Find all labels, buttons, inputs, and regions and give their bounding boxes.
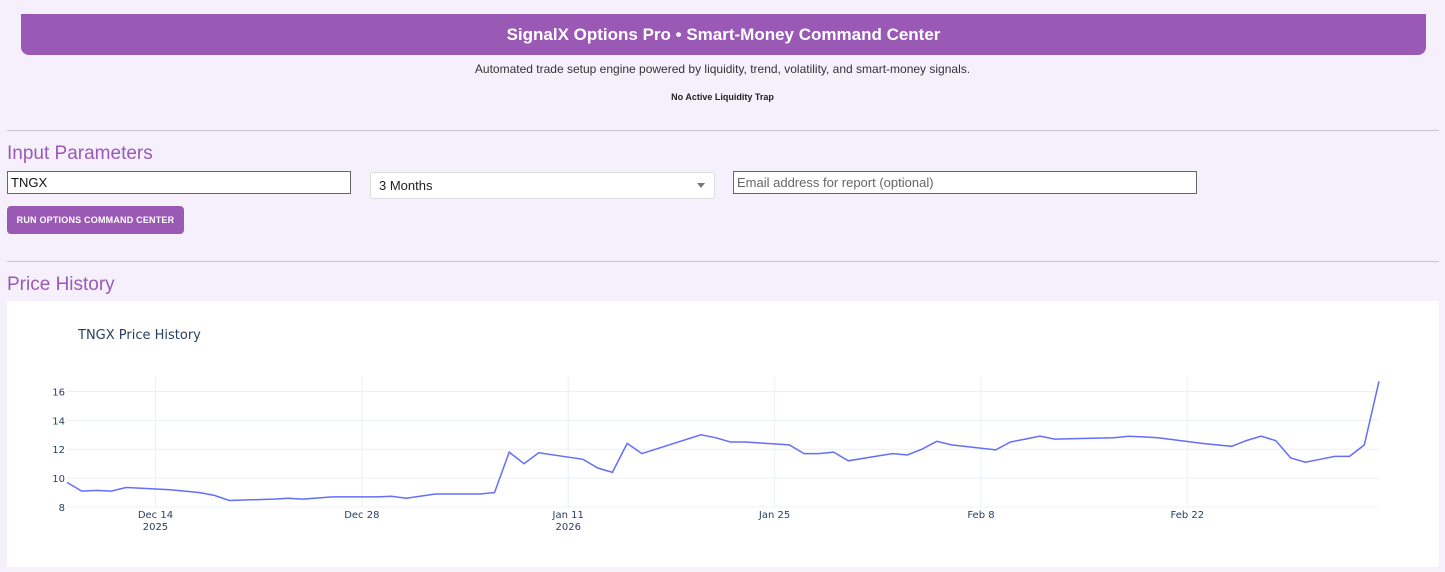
app-subtitle: Automated trade setup engine powered by … xyxy=(474,62,971,76)
email-field[interactable] xyxy=(733,171,1197,194)
price-series-line xyxy=(66,381,1380,502)
price-history-chart-card: TNGX Price History 8 10 12 14 16 Dec 14 2025 D… xyxy=(7,301,1439,567)
price-history-title: Price History xyxy=(7,274,115,295)
x-tick-label: Feb 22 xyxy=(1171,510,1205,521)
app-banner: SignalX Options Pro • Smart-Money Comman… xyxy=(21,14,1426,55)
chevron-down-icon xyxy=(697,183,705,188)
divider xyxy=(7,261,1439,262)
x-tick-label: Jan 11 xyxy=(552,510,584,521)
chart-title: TNGX Price History xyxy=(77,328,201,343)
x-tick-label: Feb 8 xyxy=(967,510,994,521)
y-tick-label: 12 xyxy=(52,445,65,456)
input-parameters-title: Input Parameters xyxy=(7,143,153,164)
x-tick-label: Dec 28 xyxy=(344,510,379,521)
app-title: SignalX Options Pro • Smart-Money Comman… xyxy=(506,24,941,44)
y-tick-label: 14 xyxy=(52,416,65,427)
x-tick-year-label: 2025 xyxy=(143,522,168,533)
y-axis-ticks: 8 10 12 14 16 xyxy=(52,387,65,514)
divider xyxy=(7,130,1439,131)
y-tick-label: 8 xyxy=(59,503,65,514)
y-grid xyxy=(67,390,1379,508)
y-tick-label: 16 xyxy=(52,387,65,398)
x-grid xyxy=(154,377,1188,507)
run-command-center-button[interactable]: RUN OPTIONS COMMAND CENTER xyxy=(7,206,184,234)
liquidity-trap-status: No Active Liquidity Trap xyxy=(671,92,774,102)
ticker-input[interactable] xyxy=(7,171,351,194)
x-tick-label: Dec 14 xyxy=(138,510,173,521)
x-tick-label: Jan 25 xyxy=(758,510,790,521)
x-tick-year-label: 2026 xyxy=(555,522,580,533)
period-select[interactable]: 3 Months xyxy=(370,172,715,199)
y-tick-label: 10 xyxy=(52,474,65,485)
period-select-value: 3 Months xyxy=(379,178,433,193)
